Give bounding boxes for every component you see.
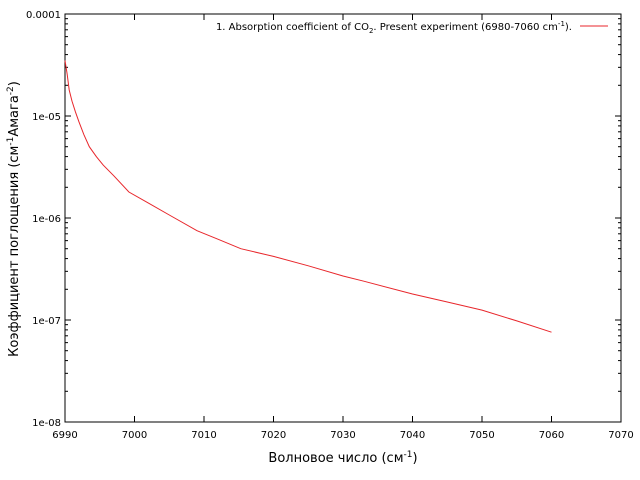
axis-ticks	[64, 13, 622, 423]
series-line-1	[64, 60, 552, 333]
x-axis-title: Волновое число (см-1)	[268, 450, 417, 466]
legend-label: 1. Absorption coefficient of CO2. Presen…	[216, 20, 572, 35]
legend: 1. Absorption coefficient of CO2. Presen…	[216, 20, 608, 35]
x-tick-label: 7000	[122, 430, 147, 441]
y-tick-label: 0.0001	[26, 10, 61, 21]
x-tick-label: 6990	[52, 430, 77, 441]
y-tick-label: 1e-05	[32, 112, 61, 123]
x-tick-label: 7050	[469, 430, 494, 441]
x-tick-labels: 6990 7000 7010 7020 7030 7040 7050 7060 7070	[52, 430, 633, 441]
y-tick-label: 1e-07	[32, 316, 61, 327]
y-axis-title: Коэффициент поглощения (см-1Амага-2)	[6, 81, 22, 357]
series-lines	[64, 60, 552, 333]
x-tick-label: 7060	[539, 430, 564, 441]
x-tick-label: 7030	[330, 430, 355, 441]
y-tick-label: 1e-08	[32, 418, 61, 429]
plot-frame	[64, 13, 622, 423]
x-tick-label: 7010	[191, 430, 216, 441]
x-tick-label: 7070	[608, 430, 633, 441]
x-tick-label: 7020	[261, 430, 286, 441]
x-tick-label: 7040	[400, 430, 425, 441]
y-tick-labels: 0.0001 1e-05 1e-06 1e-07 1e-08	[26, 10, 61, 429]
y-tick-label: 1e-06	[32, 214, 61, 225]
plot-border	[64, 13, 622, 423]
